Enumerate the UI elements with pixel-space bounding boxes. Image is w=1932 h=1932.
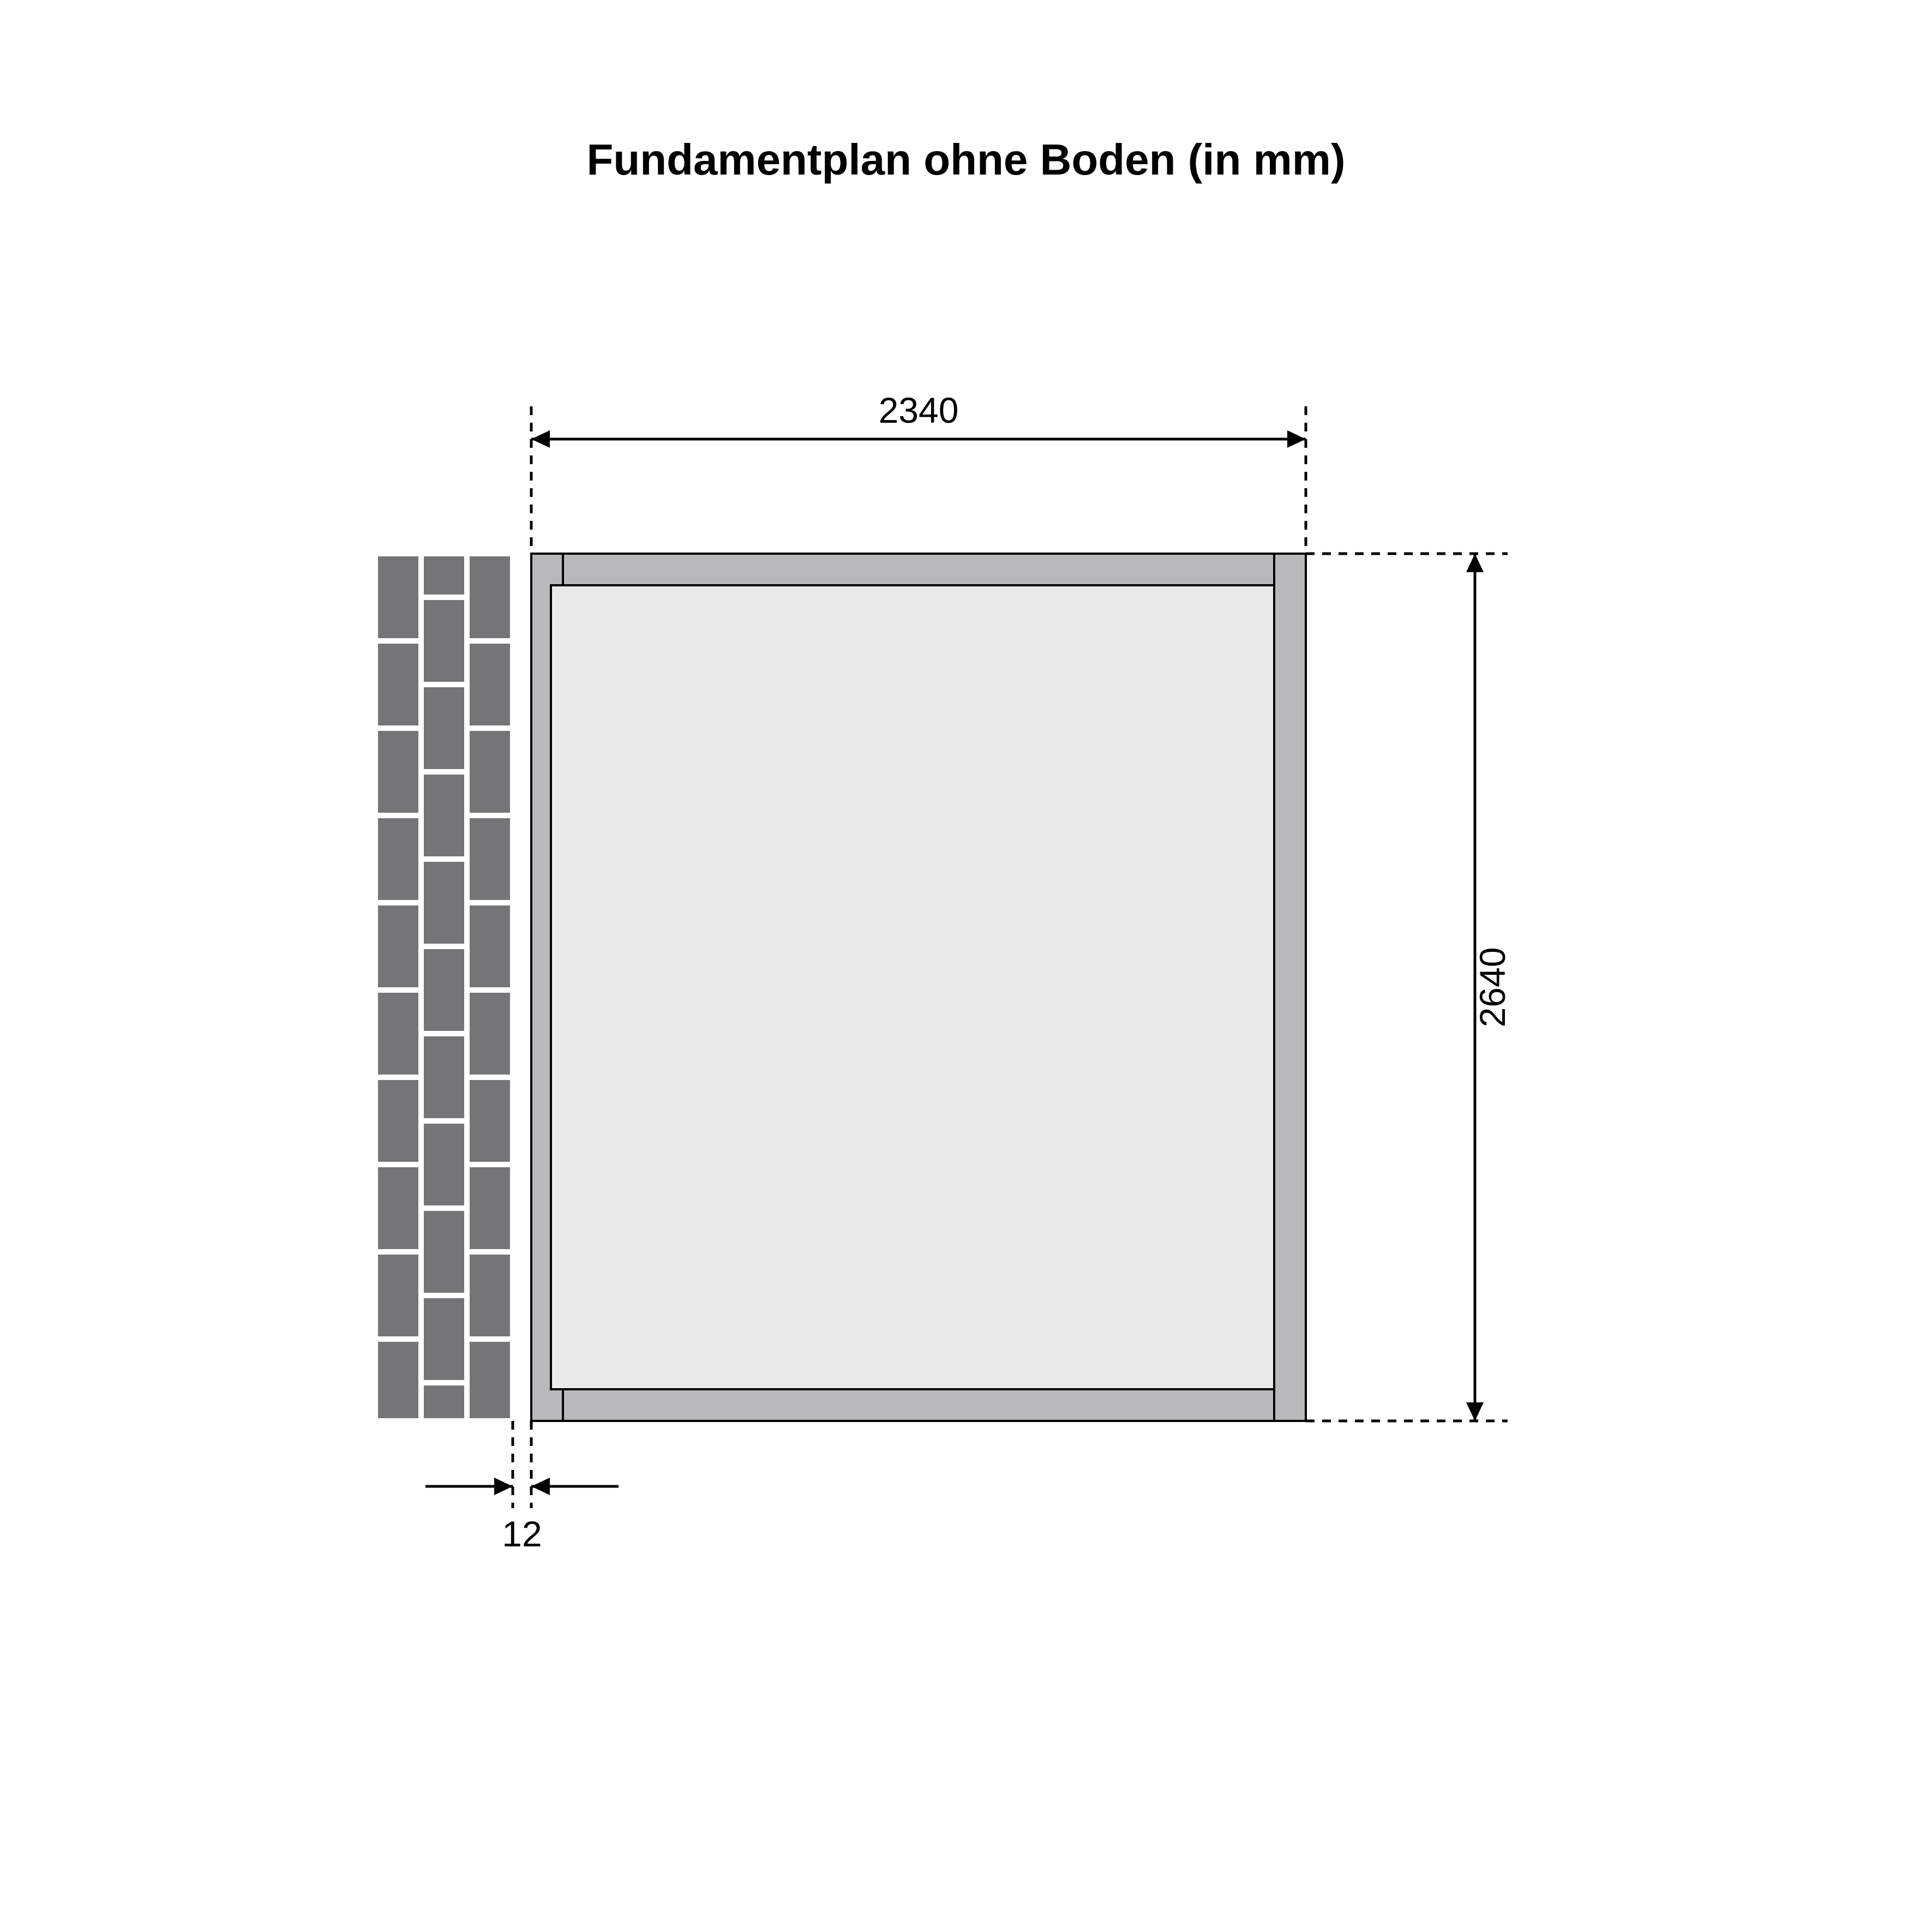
plan-outline <box>531 554 1306 1421</box>
diagram-svg: Fundamentplan ohne Boden (in mm) 2340 2640… <box>0 0 1932 1932</box>
plan-interior <box>551 585 1274 1389</box>
brick-wall <box>375 466 513 1557</box>
title: Fundamentplan ohne Boden (in mm) <box>586 135 1345 184</box>
dim-width-label: 2340 <box>879 390 959 430</box>
dim-gap-label: 12 <box>502 1514 542 1554</box>
dim-height-label: 2640 <box>1472 947 1513 1028</box>
page: Fundamentplan ohne Boden (in mm) 2340 2640… <box>0 0 1932 1932</box>
